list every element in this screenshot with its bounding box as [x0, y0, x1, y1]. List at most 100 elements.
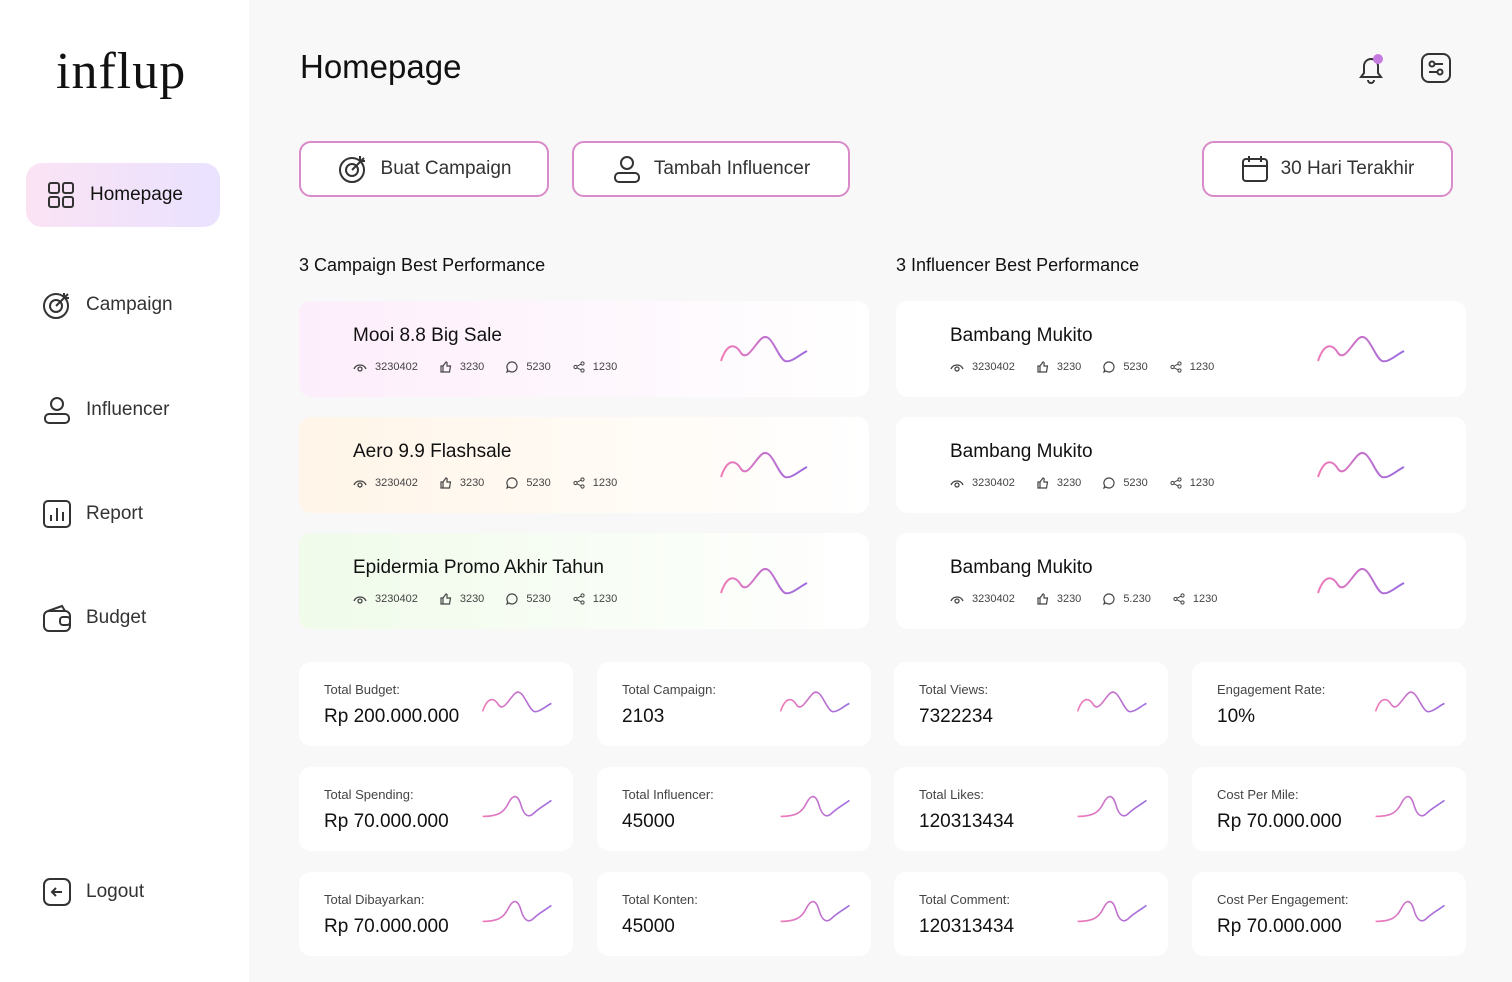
menu-item[interactable]: Campaign [26, 273, 220, 337]
stat-card: Total Influencer: 45000 [597, 767, 871, 851]
metric-value: 5230 [1123, 477, 1148, 489]
sparkline [481, 691, 552, 713]
shares-icon [573, 593, 585, 605]
metric: 5230 [506, 477, 551, 489]
metric-value: 1230 [1189, 477, 1215, 489]
views-icon [950, 480, 964, 488]
stat-value: Rp 200.000.000 [324, 706, 460, 727]
stat-value: 2103 [622, 706, 665, 727]
metric: 1230 [573, 593, 617, 605]
stat-label: Total Budget: [324, 682, 400, 697]
stat-card: Total Dibayarkan: Rp 70.000.000 [299, 872, 573, 956]
metrics: 3230402 3230 5230 1230 [950, 361, 1214, 373]
performance-card[interactable]: Bambang Mukito 3230402 3230 5.230 1230 [896, 533, 1466, 629]
metric-value: 3230 [459, 477, 485, 489]
stat-label: Total Konten: [622, 892, 698, 907]
stat-label: Cost Per Engagement: [1217, 892, 1349, 907]
sparkline [1076, 691, 1147, 713]
metric-value: 3230402 [375, 361, 418, 373]
metric: 3230 [440, 593, 484, 605]
sparkline [720, 335, 808, 363]
sparkline [1375, 795, 1445, 818]
stat-card: Total Budget: Rp 200.000.000 [299, 662, 573, 746]
metric: 1230 [1173, 593, 1217, 605]
comments-icon [506, 593, 518, 605]
comments-icon [1103, 361, 1115, 373]
stat-card: Total Spending: Rp 70.000.000 [299, 767, 573, 851]
metrics: 3230402 3230 5230 1230 [353, 593, 617, 605]
performance-card[interactable]: Aero 9.9 Flashsale 3230402 3230 5230 1230 [299, 417, 869, 513]
sparkline [779, 691, 850, 713]
settings-button[interactable] [1420, 52, 1452, 84]
metric-value: 1230 [592, 593, 618, 605]
stat-card: Engagement Rate: 10% [1192, 662, 1466, 746]
sparkline [482, 795, 552, 818]
metric-value: 5230 [526, 361, 551, 373]
section-title: 3 Campaign Best Performance [299, 255, 546, 275]
stat-label: Total Dibayarkan: [324, 892, 425, 907]
menu-item[interactable]: Budget [26, 586, 220, 650]
metric: 5230 [1103, 477, 1148, 489]
stat-label: Total Spending: [324, 787, 414, 802]
stat-card: Total Likes: 120313434 [894, 767, 1168, 851]
metric: 3230402 [950, 593, 1015, 605]
menu-icon [43, 604, 71, 632]
stat-label: Engagement Rate: [1217, 682, 1326, 697]
logout-label: Logout [86, 881, 145, 902]
add-influencer-button[interactable]: Tambah Influencer [572, 141, 850, 197]
views-icon [950, 364, 964, 372]
shares-icon [1170, 477, 1182, 489]
date-filter-button[interactable]: 30 Hari Terakhir [1202, 141, 1453, 197]
card-name: Mooi 8.8 Big Sale [353, 325, 502, 346]
metric-value: 3230402 [375, 477, 418, 489]
performance-card[interactable]: Bambang Mukito 3230402 3230 5230 1230 [896, 301, 1466, 397]
stat-label: Total Comment: [919, 892, 1011, 907]
menu-icon [43, 293, 69, 319]
stat-value: 120313434 [919, 916, 1015, 937]
logout[interactable]: Logout [26, 860, 220, 924]
metric: 3230402 [950, 477, 1015, 489]
menu-label: Homepage [90, 184, 183, 205]
user-icon [613, 156, 640, 183]
sparkline [1375, 900, 1445, 923]
card-name: Bambang Mukito [950, 441, 1093, 462]
shares-icon [1173, 593, 1185, 605]
metric-value: 1230 [592, 361, 618, 373]
metric: 5.230 [1103, 593, 1151, 605]
metric-value: 5230 [526, 477, 551, 489]
performance-card[interactable]: Mooi 8.8 Big Sale 3230402 3230 5230 1230 [299, 301, 869, 397]
stat-value: 7322234 [919, 706, 993, 727]
notification-button[interactable] [1355, 52, 1387, 86]
menu-item[interactable]: Report [26, 482, 220, 546]
metric-value: 3230402 [972, 361, 1015, 373]
performance-card[interactable]: Bambang Mukito 3230402 3230 5230 1230 [896, 417, 1466, 513]
metric: 5230 [1103, 361, 1148, 373]
sparkline [1077, 795, 1147, 818]
calendar-icon [1241, 156, 1268, 182]
stat-value: Rp 70.000.000 [324, 811, 449, 832]
sparkline [1317, 451, 1405, 479]
likes-icon [1037, 477, 1049, 489]
comments-icon [506, 361, 518, 373]
menu-icon [43, 500, 71, 528]
metric-value: 1230 [1192, 593, 1218, 605]
button-label: Buat Campaign [380, 158, 512, 179]
stat-value: 45000 [622, 811, 675, 832]
views-icon [353, 480, 367, 488]
menu-item[interactable]: Influencer [26, 378, 220, 442]
metric: 3230 [1037, 477, 1081, 489]
comments-icon [506, 477, 518, 489]
likes-icon [1037, 361, 1049, 373]
button-label: Tambah Influencer [653, 158, 811, 179]
metric: 3230 [1037, 361, 1081, 373]
menu-item[interactable]: Homepage [26, 163, 220, 227]
sparkline [1374, 691, 1445, 713]
menu-label: Influencer [86, 399, 170, 420]
metric-value: 3230402 [972, 593, 1015, 605]
menu-icon [48, 182, 74, 208]
performance-card[interactable]: Epidermia Promo Akhir Tahun 3230402 3230 52… [299, 533, 869, 629]
create-campaign-button[interactable]: Buat Campaign [299, 141, 549, 197]
metric-value: 5230 [526, 593, 551, 605]
stat-card: Total Konten: 45000 [597, 872, 871, 956]
metric-value: 1230 [592, 477, 618, 489]
